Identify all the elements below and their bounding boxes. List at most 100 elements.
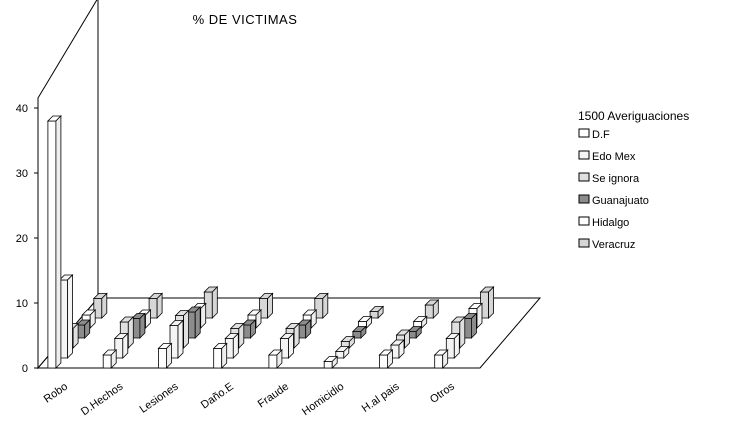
bar-side <box>421 315 428 329</box>
bar <box>148 292 164 319</box>
x-category-label: Homicidio <box>300 381 346 419</box>
bar-side <box>310 309 317 329</box>
bar-side <box>348 335 355 349</box>
bar-side <box>139 312 146 339</box>
bar <box>323 355 339 369</box>
bar-side <box>232 332 239 359</box>
bar <box>130 312 146 339</box>
x-category-label: H.al pais <box>360 380 402 415</box>
bar-side <box>386 349 393 369</box>
bar-side <box>200 302 207 329</box>
bar <box>433 349 449 369</box>
y-tick-label: 20 <box>16 233 28 245</box>
y-tick-label: 10 <box>16 298 28 310</box>
bar <box>445 332 461 359</box>
legend-swatch <box>578 238 590 248</box>
bar-side <box>183 309 190 349</box>
bar-side <box>488 286 495 319</box>
bar-side <box>156 292 163 319</box>
bar <box>424 299 440 319</box>
legend-swatch <box>578 128 590 138</box>
legend-entry: Veracruz <box>578 238 635 251</box>
bar-front <box>157 348 167 369</box>
bar-side <box>305 319 312 339</box>
bar-side <box>415 325 422 339</box>
x-axis-categories: Robo D.Hechos Lesiones Daño.E Fraude Homicidi… <box>42 380 458 418</box>
bar-side <box>343 345 350 359</box>
y-tick-label: 30 <box>16 168 28 180</box>
chart-legend: 1500 Averiguaciones D.F Edo Mex Se ignora G… <box>578 109 689 251</box>
bar-front <box>434 354 444 369</box>
bar-front <box>213 348 223 369</box>
bar <box>296 319 312 339</box>
x-category-label: Daño.E <box>199 381 236 412</box>
bar-side <box>127 316 134 349</box>
bar-side <box>165 342 172 369</box>
bar-side <box>293 322 300 349</box>
legend-swatch <box>578 172 590 182</box>
bar-side <box>145 309 151 329</box>
bar <box>186 306 202 339</box>
bar-front <box>47 120 57 369</box>
x-category-label: Otros <box>428 380 457 406</box>
bar <box>58 274 74 359</box>
y-tick-label: 40 <box>16 103 28 115</box>
bar <box>313 292 329 319</box>
legend-label: Guanajuato <box>592 195 649 207</box>
bar-side <box>101 292 108 319</box>
bar-side <box>366 315 372 329</box>
legend-label: Se ignora <box>592 173 640 185</box>
bar-side <box>432 299 439 319</box>
bar-side <box>470 312 477 339</box>
legend-entry: Edo Mex <box>578 150 636 163</box>
bar-side <box>255 309 262 329</box>
legend-title: 1500 Averiguaciones <box>578 109 689 123</box>
bar-side <box>322 292 329 319</box>
bar <box>258 292 274 319</box>
bar-side <box>122 332 129 359</box>
bar-side <box>221 342 228 369</box>
legend-label: Hidalgo <box>592 217 629 229</box>
bar-front <box>268 354 278 369</box>
bar <box>46 115 62 369</box>
bar-side <box>377 305 384 319</box>
bar-side <box>442 349 449 369</box>
bar-front <box>378 354 388 369</box>
bar-side <box>84 319 91 339</box>
bar <box>378 349 394 369</box>
bar-side <box>177 319 184 359</box>
legend-entry: D.F <box>578 128 610 141</box>
bar-side <box>360 325 367 339</box>
bar-side <box>476 302 483 329</box>
bar <box>157 342 173 369</box>
bar-side <box>55 115 62 369</box>
bar-side <box>459 316 466 349</box>
bar-side <box>331 355 338 369</box>
x-category-label: D.Hechos <box>79 380 126 418</box>
x-category-label: Lesiones <box>138 380 181 415</box>
bar <box>390 339 405 359</box>
bar-side <box>398 339 405 359</box>
chart-bars <box>46 115 495 369</box>
bar-side <box>404 329 411 349</box>
legend-label: Veracruz <box>592 239 635 251</box>
bar-side <box>110 349 117 369</box>
bar-side <box>238 322 245 349</box>
bar <box>203 286 219 319</box>
bar-side <box>89 309 96 329</box>
bar <box>212 342 228 369</box>
legend-label: Edo Mex <box>592 151 636 163</box>
y-axis-ticks: 0 10 20 30 40 <box>16 103 38 375</box>
legend-entry: Se ignora <box>578 172 640 185</box>
bar <box>407 325 423 339</box>
x-category-label: Fraude <box>256 381 291 411</box>
bar <box>75 319 91 339</box>
bar-side <box>72 322 79 349</box>
legend-label: D.F <box>592 129 610 141</box>
bar-front <box>323 361 333 369</box>
bar-front <box>424 304 434 319</box>
bar-side <box>276 349 283 369</box>
chart-axes <box>36 0 542 370</box>
bar <box>224 332 240 359</box>
